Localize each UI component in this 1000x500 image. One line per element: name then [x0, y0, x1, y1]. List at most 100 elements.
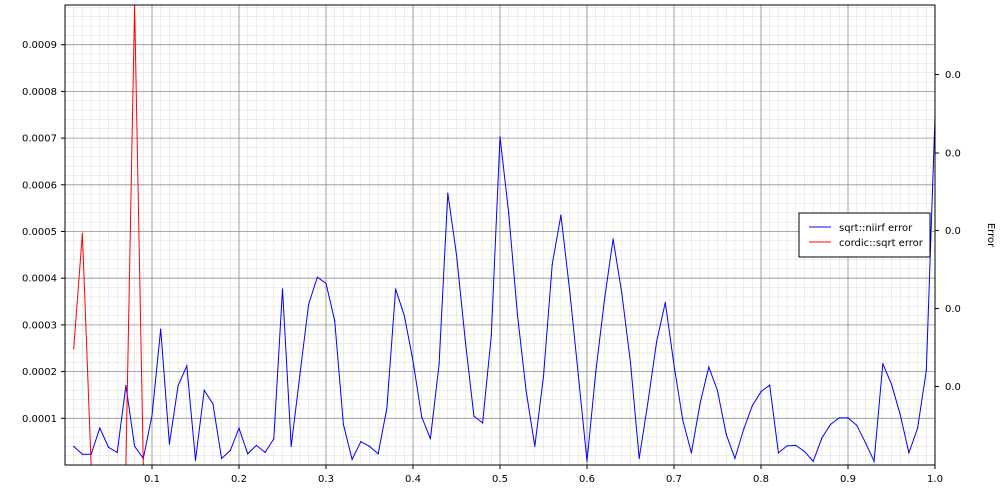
y-tick-label: 0.0005 [22, 227, 57, 238]
data-point [421, 416, 423, 418]
data-point [334, 320, 336, 322]
x-tick-label: 0.9 [840, 474, 856, 485]
data-point [708, 366, 710, 368]
data-point [482, 422, 484, 424]
data-point [864, 441, 867, 444]
data-point [647, 401, 649, 404]
data-point [299, 374, 301, 376]
data-point [81, 453, 83, 455]
y-tick-label: 0.0007 [22, 134, 57, 145]
x-tick-label: 0.1 [144, 474, 160, 485]
data-point [255, 444, 257, 446]
data-point [899, 413, 901, 416]
data-point [377, 453, 379, 455]
data-point [134, 445, 136, 447]
y-axis: 0.0001 0.0002 0.0003 0.0004 0.0005 0.0006 0.00… [22, 40, 65, 425]
data-point [908, 452, 910, 454]
data-point [917, 427, 919, 429]
y-tick-label: 0.0001 [22, 414, 57, 425]
data-point [786, 445, 788, 447]
data-point [403, 314, 405, 317]
data-point [464, 339, 466, 341]
data-point [186, 365, 188, 367]
data-point [107, 446, 110, 448]
y-tick-label: 0.0006 [22, 180, 57, 191]
data-point [386, 407, 388, 409]
data-point [516, 313, 519, 315]
data-point [743, 428, 745, 431]
data-point [342, 423, 344, 425]
x-tick-label: 0.2 [231, 474, 247, 485]
x-tick-label: 0.8 [753, 474, 769, 485]
legend-label-sqrt-niirf: sqrt::niirf error [839, 223, 913, 234]
data-point [777, 452, 780, 454]
data-point [177, 385, 179, 387]
y2-tick-label: 0.0 [945, 149, 961, 160]
legend-label-cordic-sqrt: cordic::sqrt error [839, 238, 924, 249]
data-point [360, 441, 362, 443]
legend-box [798, 212, 931, 258]
data-point [525, 390, 527, 392]
data-point [212, 403, 214, 405]
data-point [699, 402, 701, 404]
data-point [542, 375, 545, 377]
data-point [368, 445, 371, 447]
data-point [194, 459, 197, 461]
data-point [534, 445, 536, 447]
data-point [160, 328, 162, 330]
data-point [629, 362, 632, 364]
data-point [882, 363, 884, 365]
data-point [438, 363, 440, 365]
secondary-y-axis: 0.0 0.0 0.0 0.0 0.0 [935, 70, 961, 393]
data-point [812, 460, 814, 462]
data-point [577, 374, 579, 376]
data-point [586, 460, 588, 462]
y-tick-label: 0.0004 [22, 274, 57, 285]
data-point [638, 457, 640, 460]
data-point [73, 445, 75, 447]
x-tick-label: 0.3 [318, 474, 334, 485]
data-point [569, 289, 571, 291]
data-point [264, 451, 266, 453]
data-point [803, 450, 806, 453]
data-point [856, 424, 858, 426]
data-point [551, 264, 553, 266]
y-tick-label: 0.0002 [22, 367, 57, 378]
data-point [838, 417, 840, 419]
data-point [290, 445, 292, 447]
data-point [238, 427, 240, 429]
data-point [560, 214, 562, 216]
data-point [734, 457, 736, 460]
data-point [716, 390, 719, 392]
secondary-y-axis-title: Error [985, 223, 996, 248]
data-point [316, 276, 318, 278]
data-point [221, 457, 223, 460]
y-tick-label: 0.0008 [22, 87, 57, 98]
x-tick-label: 0.7 [666, 474, 682, 485]
data-point [769, 384, 771, 386]
y-tick-label: 0.0003 [22, 320, 57, 331]
y2-tick-label: 0.0 [945, 226, 961, 237]
data-point [81, 232, 83, 234]
data-point [447, 192, 449, 194]
data-point [395, 288, 397, 290]
major-grid [65, 5, 936, 465]
data-point [873, 460, 875, 462]
x-tick-label: 0.6 [579, 474, 595, 485]
x-tick-label: 0.5 [492, 474, 508, 485]
data-point [308, 303, 310, 305]
data-point [925, 370, 927, 372]
data-point [603, 299, 606, 301]
data-point [751, 405, 753, 407]
data-point [890, 383, 893, 385]
x-axis: 0.1 0.2 0.3 0.4 0.5 0.6 0.7 0.8 0.9 1.0 [144, 465, 943, 485]
data-point [429, 438, 431, 440]
y2-tick-label: 0.0 [945, 304, 961, 315]
data-point [273, 438, 275, 440]
data-point [168, 443, 170, 445]
data-point [656, 341, 658, 343]
data-point [664, 301, 666, 304]
data-point [281, 288, 284, 290]
data-point [203, 389, 205, 391]
